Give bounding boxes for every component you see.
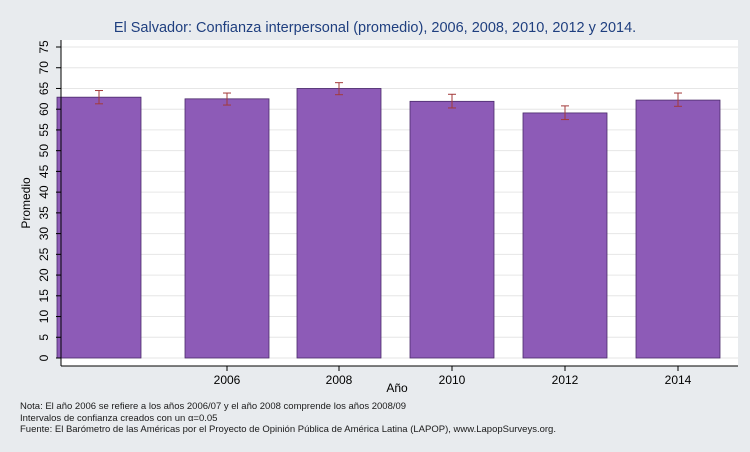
plot-area <box>61 40 738 366</box>
bar <box>184 98 270 359</box>
x-tick-label: 2010 <box>439 373 466 387</box>
y-tick-label: 55 <box>37 123 51 137</box>
bar <box>296 88 382 359</box>
note-line: Nota: El año 2006 se refiere a los años … <box>20 401 407 412</box>
x-tick-group: 2006 2008 2010 2012 2014 <box>214 366 692 387</box>
y-tick-label: 5 <box>37 334 51 341</box>
x-axis-label: Año <box>386 381 408 395</box>
y-tick-label: 15 <box>37 289 51 303</box>
bar <box>56 96 142 359</box>
x-tick-label: 2008 <box>326 373 353 387</box>
x-tick-label: 2012 <box>552 373 579 387</box>
y-tick-label: 45 <box>37 164 51 178</box>
note-line: Intervalos de confianza creados con un α… <box>20 412 218 424</box>
notes: Nota: El año 2006 se refiere a los años … <box>20 401 556 436</box>
y-tick-label: 75 <box>37 40 51 54</box>
y-tick-label: 65 <box>37 81 51 95</box>
x-tick-label: 2014 <box>665 373 692 387</box>
y-tick-label: 60 <box>37 102 51 116</box>
y-tick-label: 20 <box>37 268 51 282</box>
y-tick-label: 40 <box>37 185 51 199</box>
y-tick-label: 25 <box>37 247 51 261</box>
y-tick-group: 0 5 10 15 20 25 30 35 40 45 50 55 60 65 70 75 <box>37 40 61 361</box>
bar <box>409 100 495 359</box>
note-line: Fuente: El Barómetro de las Américas por… <box>20 424 556 436</box>
y-tick-label: 50 <box>37 144 51 158</box>
bar <box>522 112 608 359</box>
bar <box>635 99 721 359</box>
y-tick-label: 70 <box>37 61 51 75</box>
error-bar-group <box>95 82 682 121</box>
y-tick-label: 10 <box>37 310 51 324</box>
y-tick-label: 30 <box>37 227 51 241</box>
chart-title: El Salvador: Confianza interpersonal (pr… <box>114 20 636 36</box>
y-tick-label: 0 <box>37 354 51 361</box>
y-tick-label: 35 <box>37 206 51 220</box>
x-tick-label: 2006 <box>214 373 241 387</box>
grid-lines <box>61 46 738 359</box>
y-axis-label: Promedio <box>19 177 33 229</box>
